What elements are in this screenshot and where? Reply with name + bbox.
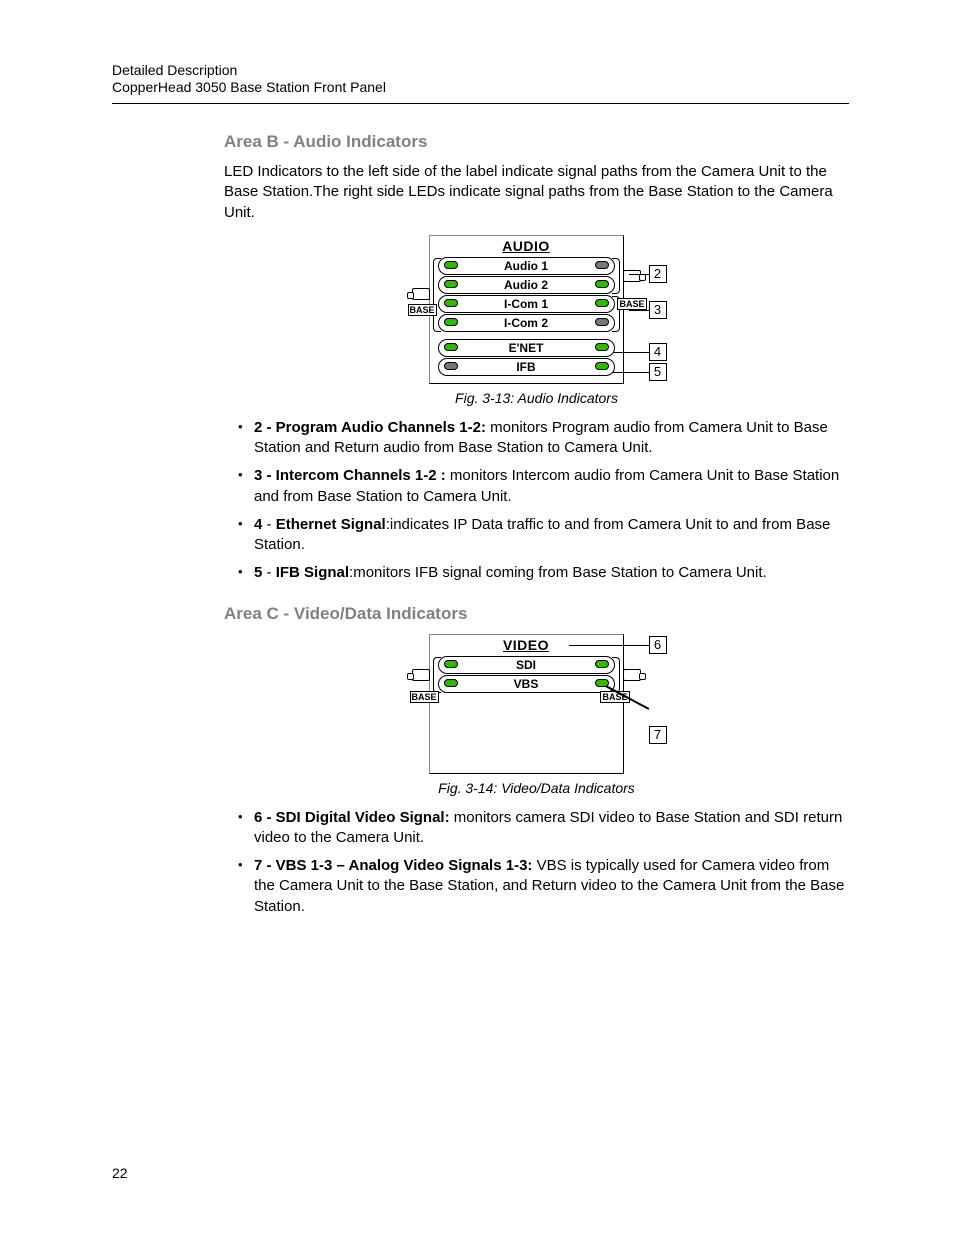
heading-area-b: Area B - Audio Indicators [224,132,849,152]
base-tag-left: BASE [408,304,437,316]
row-label: Audio 1 [504,259,548,273]
led-row: Audio 2 [438,276,615,294]
bracket-left [433,258,441,332]
row-label: Audio 2 [504,278,548,292]
bullet-sep: - [262,516,275,533]
base-tag-right: BASE [617,298,646,310]
led-right-icon [595,660,609,668]
para-area-b: LED Indicators to the left side of the l… [224,162,849,223]
led-row: Audio 1 [438,257,615,275]
led-left-icon [444,299,458,307]
conn-right-icon [623,669,641,681]
callout-line [569,645,649,647]
page-number: 22 [112,1165,128,1181]
row-label: VBS [514,677,539,691]
led-left-icon [444,362,458,370]
led-right-icon [595,362,609,370]
bullet-item: 6 - SDI Digital Video Signal: monitors c… [242,808,849,849]
led-left-icon [444,261,458,269]
base-tag-left: BASE [410,691,439,703]
led-right-icon [595,261,609,269]
bullet-item: 2 - Program Audio Channels 1-2: monitors… [242,418,849,459]
header-rule [112,103,849,104]
row-label: I-Com 2 [504,316,548,330]
audio-panel-title: AUDIO [430,238,623,254]
callout-line [613,352,649,354]
callout-line [629,310,649,312]
video-diagram: VIDEO SDIVBS BASE BASE 6 7 [407,634,667,774]
led-row: I-Com 1 [438,295,615,313]
caption-video: Fig. 3-14: Video/Data Indicators [224,780,849,796]
conn-left-icon [412,669,430,681]
conn-left-icon [412,288,430,300]
led-left-icon [444,318,458,326]
led-row: VBS [438,675,615,693]
led-row: SDI [438,656,615,674]
bullet-rest: :monitors IFB signal coming from Base St… [349,564,767,581]
led-row: IFB [438,358,615,376]
heading-area-c: Area C - Video/Data Indicators [224,604,849,624]
conn-right-icon [623,270,641,282]
callout-line [629,274,649,276]
figure-audio: AUDIO Audio 1 Audio 2 I-Com 1 I-Com 2 E'NET I… [224,235,849,384]
bracket-right [612,657,620,693]
led-left-icon [444,343,458,351]
callout-5: 5 [649,363,667,381]
bullets-area-c: 6 - SDI Digital Video Signal: monitors c… [224,808,849,917]
led-right-icon [595,318,609,326]
bullet-lead: 7 - VBS 1-3 – Analog Video Signals 1-3: [254,857,537,874]
bullet-lead: 2 - Program Audio Channels 1-2: [254,419,490,436]
led-left-icon [444,280,458,288]
callout-2: 2 [649,265,667,283]
bullet-item: 4 - Ethernet Signal:indicates IP Data tr… [242,515,849,556]
header-section: CopperHead 3050 Base Station Front Panel [112,79,849,95]
callout-line [613,372,649,374]
led-row: I-Com 2 [438,314,615,332]
header-chapter: Detailed Description [112,62,849,78]
body-content: Area B - Audio Indicators LED Indicators… [224,132,849,917]
bullet-lead: IFB Signal [276,564,349,581]
row-label: SDI [516,658,536,672]
bracket-left [433,657,441,693]
callout-7: 7 [649,726,667,744]
bullet-item: 5 - IFB Signal:monitors IFB signal comin… [242,563,849,583]
audio-diagram: AUDIO Audio 1 Audio 2 I-Com 1 I-Com 2 E'NET I… [407,235,667,384]
callout-4: 4 [649,343,667,361]
bullet-lead: 3 - Intercom Channels 1-2 : [254,467,450,484]
bracket-right-top [612,258,620,294]
bullet-lead: 6 - SDI Digital Video Signal: [254,809,454,826]
bullet-item: 7 - VBS 1-3 – Analog Video Signals 1-3: … [242,856,849,917]
led-right-icon [595,299,609,307]
row-label: IFB [516,360,535,374]
caption-audio: Fig. 3-13: Audio Indicators [224,390,849,406]
row-label: E'NET [509,341,544,355]
page-header: Detailed Description CopperHead 3050 Bas… [112,62,849,95]
bullet-item: 3 - Intercom Channels 1-2 : monitors Int… [242,466,849,507]
callout-6: 6 [649,636,667,654]
figure-video: VIDEO SDIVBS BASE BASE 6 7 [224,634,849,774]
led-row: E'NET [438,339,615,357]
led-right-icon [595,343,609,351]
led-right-icon [595,280,609,288]
led-left-icon [444,660,458,668]
bullet-lead: Ethernet Signal [276,516,386,533]
led-left-icon [444,679,458,687]
bullet-sep: - [262,564,275,581]
bullets-area-b: 2 - Program Audio Channels 1-2: monitors… [224,418,849,584]
callout-3: 3 [649,301,667,319]
row-label: I-Com 1 [504,297,548,311]
